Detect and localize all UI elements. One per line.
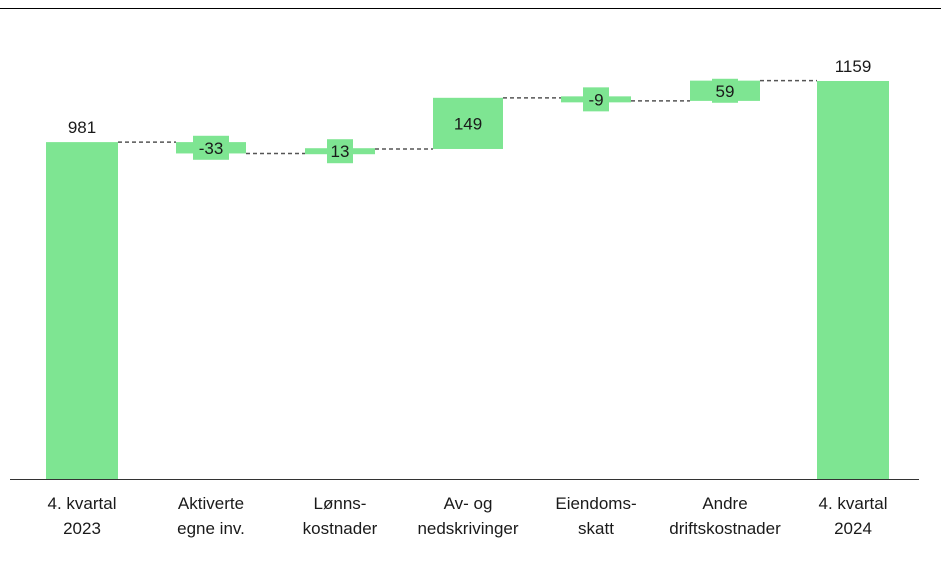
- delta-value-label: -33: [199, 139, 224, 158]
- x-tick-label: Eiendoms-skatt: [521, 491, 671, 541]
- delta-label-box: [193, 135, 229, 160]
- total-bar: [817, 80, 889, 480]
- x-tick-label-line: Lønns-: [313, 494, 367, 513]
- x-tick-label-line: Av- og: [443, 494, 493, 513]
- delta-value-label: 59: [716, 82, 735, 101]
- x-tick-label-line: Aktiverte: [177, 494, 245, 513]
- x-tick-label-line: 2023: [63, 519, 101, 538]
- delta-label-box: [327, 139, 353, 164]
- x-tick-label: Aktiverte egne inv.: [136, 491, 286, 541]
- x-tick-label-line: egne inv.: [177, 519, 245, 538]
- x-tick-label-line: skatt: [578, 519, 614, 538]
- x-tick-label-line: kostnader: [302, 519, 378, 538]
- delta-label-box: [712, 78, 738, 103]
- x-tick-label: Av- og nedskrivinger: [393, 491, 543, 541]
- x-tick-label-line: driftskostnader: [669, 519, 781, 538]
- delta-value-label: 13: [331, 142, 350, 161]
- total-bar: [46, 142, 118, 479]
- delta-value-label: 149: [454, 114, 482, 133]
- total-value-label: 1159: [835, 57, 872, 76]
- top-rule: [0, 8, 941, 9]
- delta-value-label: -9: [588, 90, 603, 109]
- delta-bar: [433, 97, 503, 149]
- x-tick-label: Andre driftskostnader: [650, 491, 800, 541]
- x-tick-label: Lønns-kostnader: [265, 491, 415, 541]
- x-tick-label: 4. kvartal 2024: [778, 491, 928, 541]
- x-tick-label-line: Eiendoms-: [555, 494, 637, 513]
- x-tick-label-line: 2024: [834, 519, 872, 538]
- total-value-label: 981: [68, 118, 96, 137]
- x-tick-label-line: 4. kvartal: [818, 494, 888, 513]
- x-tick-label-line: Andre: [702, 494, 748, 513]
- x-tick-label-line: nedskrivinger: [417, 519, 519, 538]
- x-tick-label: 4. kvartal 2023: [7, 491, 157, 541]
- delta-label-box: [583, 87, 609, 112]
- x-tick-label-line: 4. kvartal: [47, 494, 117, 513]
